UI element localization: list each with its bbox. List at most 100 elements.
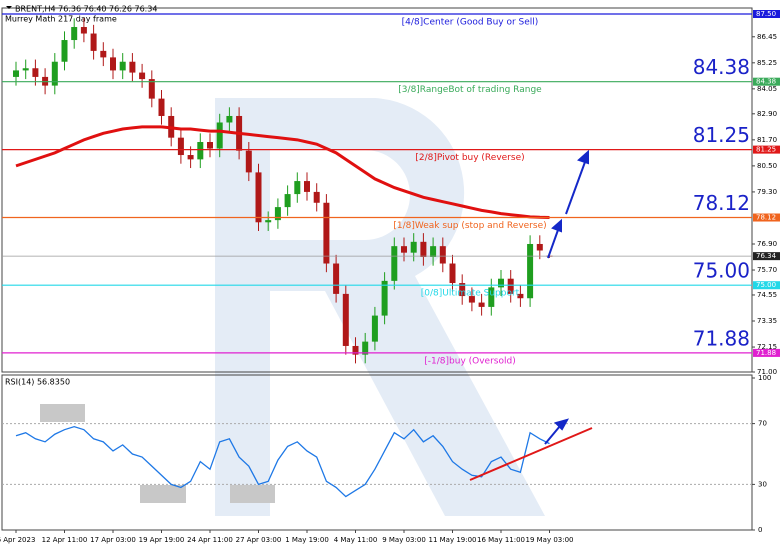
candle-body bbox=[274, 207, 281, 221]
candle-body bbox=[158, 98, 165, 116]
level-name: [1/8]Weak sup (stop and Reverse) bbox=[393, 221, 546, 231]
x-tick-label: 16 May 11:00 bbox=[477, 536, 525, 544]
candle-body bbox=[207, 142, 213, 149]
candle-body bbox=[313, 191, 320, 203]
y-tick-label: 100 bbox=[758, 374, 771, 382]
price-badge-label: 76.34 bbox=[756, 252, 777, 260]
candle-body bbox=[148, 79, 155, 99]
menu-arrow[interactable] bbox=[6, 6, 12, 9]
level-name: [4/8]Center (Good Buy or Sell) bbox=[402, 18, 539, 28]
arrow-head bbox=[554, 418, 570, 431]
price-badge-label: 84.38 bbox=[756, 78, 776, 86]
arrow bbox=[544, 425, 561, 445]
x-tick-label: 19 Apr 19:00 bbox=[139, 536, 185, 544]
x-tick-label: 1 May 19:00 bbox=[285, 536, 329, 544]
candle-body bbox=[527, 243, 534, 299]
highlight-box bbox=[40, 404, 85, 422]
candle-body bbox=[216, 122, 223, 149]
candle-body bbox=[71, 27, 78, 41]
candle-body bbox=[410, 241, 417, 253]
y-tick-label: 80.50 bbox=[757, 162, 777, 170]
header: BRENT,H4 76.36 76.40 76.26 76.34 bbox=[15, 5, 157, 14]
price-badge bbox=[753, 348, 780, 357]
candle-body bbox=[333, 263, 340, 294]
price-badge bbox=[753, 10, 780, 18]
y-tick-label: 71.00 bbox=[757, 368, 777, 376]
candle-body bbox=[32, 68, 39, 77]
main-panel bbox=[1, 7, 753, 373]
candle-body bbox=[294, 181, 301, 195]
y-tick-label: 81.70 bbox=[757, 136, 777, 144]
candle-body bbox=[22, 68, 29, 71]
y-tick-label: 82.90 bbox=[757, 110, 777, 118]
candle-body bbox=[90, 33, 97, 51]
rsi-line bbox=[15, 425, 550, 498]
candle-body bbox=[245, 150, 252, 173]
rsi-panel bbox=[1, 374, 753, 531]
price-badge bbox=[753, 252, 780, 261]
x-tick-label: 27 Apr 03:00 bbox=[236, 536, 282, 544]
candle-body bbox=[391, 246, 398, 281]
x-tick-label: 24 Apr 11:00 bbox=[187, 536, 233, 544]
candle-body bbox=[401, 246, 407, 253]
moving-average bbox=[15, 125, 550, 220]
price-badge-label: 81.25 bbox=[756, 146, 776, 154]
watermark bbox=[215, 98, 545, 516]
highlight-box bbox=[140, 485, 186, 503]
x-tick-label: 17 Apr 03:00 bbox=[90, 536, 136, 544]
candle-body bbox=[488, 287, 495, 307]
level-price: 75.00 bbox=[693, 259, 750, 283]
y-tick-label: 73.35 bbox=[757, 317, 777, 325]
candle-body bbox=[13, 70, 19, 77]
price-badge-label: 78.12 bbox=[756, 214, 776, 222]
candle-body bbox=[342, 293, 349, 346]
candle-body bbox=[323, 202, 330, 264]
level-name: [3/8]RangeBot of trading Range bbox=[398, 85, 542, 95]
candle-body bbox=[420, 241, 427, 258]
y-tick-label: 72.15 bbox=[757, 343, 777, 351]
level-price: 81.25 bbox=[693, 123, 750, 147]
indicator-name: Murrey Math 217 day frame bbox=[5, 15, 117, 24]
y-tick-label: 30 bbox=[758, 480, 767, 488]
arrow-head bbox=[551, 218, 562, 233]
candle-body bbox=[51, 61, 58, 86]
candle-body bbox=[439, 246, 446, 264]
candle-body bbox=[536, 243, 543, 251]
candle-body bbox=[507, 278, 514, 294]
candle-body bbox=[129, 61, 136, 73]
trend-line bbox=[469, 427, 593, 481]
price-badge-label: 87.50 bbox=[756, 10, 776, 18]
y-tick-label: 74.55 bbox=[757, 291, 777, 299]
price-badge bbox=[753, 281, 780, 290]
candle-body bbox=[255, 172, 262, 223]
annotations bbox=[544, 149, 589, 445]
price-badge-label: 75.00 bbox=[756, 281, 776, 289]
price-badge bbox=[753, 145, 780, 154]
arrow bbox=[565, 161, 586, 215]
marks: 86.45 85.25 84.05 82.90 81.70 80.50 79.30 76.90… bbox=[0, 10, 780, 544]
y-tick-label: 79.30 bbox=[757, 188, 777, 196]
level-name: [0/8]Ultimate Support bbox=[421, 289, 520, 299]
candle-body bbox=[498, 278, 504, 288]
candle-body bbox=[284, 194, 291, 208]
price-badge bbox=[753, 77, 780, 86]
candle-body bbox=[381, 280, 388, 316]
level-price: 71.88 bbox=[693, 326, 750, 350]
y-tick-label: 86.45 bbox=[757, 33, 777, 41]
y-tick-label: 84.05 bbox=[757, 85, 777, 93]
price-badge-label: 71.88 bbox=[756, 349, 776, 357]
candle-body bbox=[371, 315, 378, 342]
y-tick-label: 85.25 bbox=[757, 59, 777, 67]
price-badge bbox=[753, 213, 780, 222]
y-tick-label: 76.90 bbox=[757, 240, 777, 248]
candle-body bbox=[459, 283, 466, 297]
level-name: [2/8]Pivot buy (Reverse) bbox=[415, 153, 524, 163]
candle-body bbox=[478, 302, 485, 307]
x-tick-label: 6 Apr 2023 bbox=[0, 536, 35, 544]
y-tick-label: 0 bbox=[758, 526, 762, 534]
candle-body bbox=[352, 345, 359, 355]
y-tick-label: 70 bbox=[758, 420, 767, 428]
x-tick-label: 12 Apr 11:00 bbox=[42, 536, 88, 544]
candle-body bbox=[265, 220, 272, 223]
